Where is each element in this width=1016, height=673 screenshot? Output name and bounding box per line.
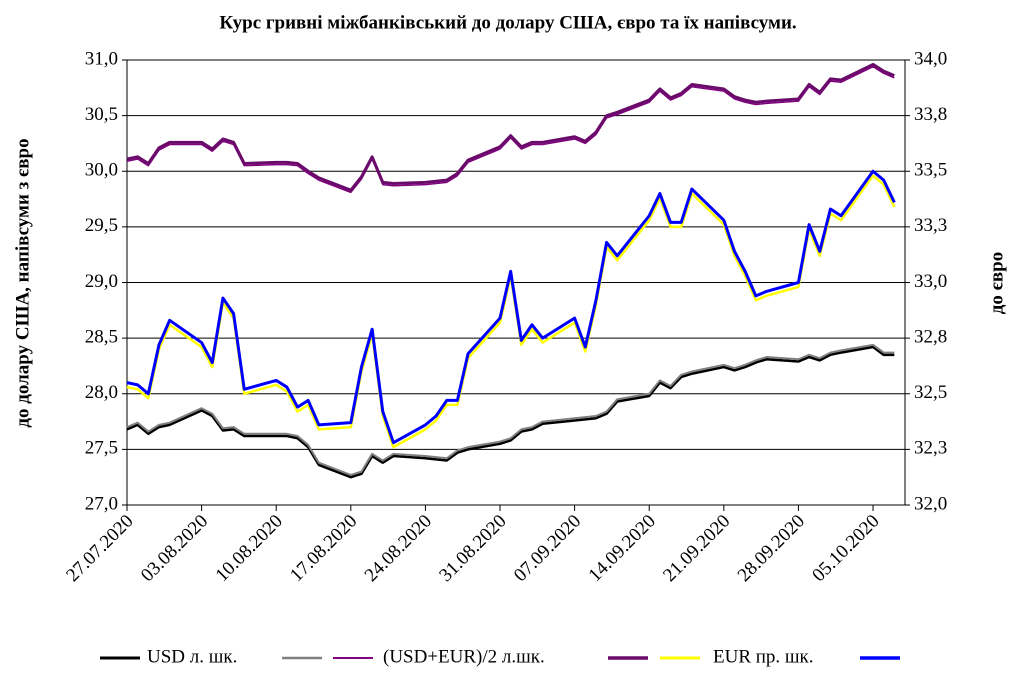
x-tick-label: 31.08.2020	[435, 511, 510, 586]
y2-tick-label: 34,0	[914, 48, 947, 69]
y2-tick-label: 33,0	[914, 271, 947, 292]
x-tick-label: 21.09.2020	[659, 511, 734, 586]
y-tick-label: 28,0	[85, 382, 118, 403]
y2-tick-label: 33,5	[914, 160, 947, 181]
series-line	[126, 174, 896, 449]
series-line	[126, 169, 896, 445]
series-line	[126, 345, 895, 479]
y2-axis-title: до євро	[986, 252, 1007, 314]
y2-tick-label: 32,3	[914, 438, 947, 459]
x-tick-label: 28.09.2020	[734, 511, 809, 586]
series-line	[126, 65, 895, 194]
chart-title: Курс гривні міжбанківський до долару США…	[219, 12, 796, 33]
series-line	[126, 343, 895, 476]
x-tick-label: 17.08.2020	[286, 511, 361, 586]
y2-tick-label: 32,8	[914, 326, 947, 347]
y-axis-title: до долару США, напівсуми з євро	[12, 138, 33, 427]
x-tick-label: 10.08.2020	[212, 511, 287, 586]
y2-tick-label: 32,5	[914, 382, 947, 403]
x-tick-label: 14.09.2020	[585, 511, 660, 586]
x-tick-label: 05.10.2020	[808, 511, 883, 586]
y-tick-label: 27,5	[85, 438, 118, 459]
y-tick-label: 30,0	[85, 160, 118, 181]
x-tick-label: 24.08.2020	[361, 511, 436, 586]
x-tick-label: 07.09.2020	[510, 511, 585, 586]
y-tick-label: 27,0	[85, 493, 118, 514]
legend-label: USD л. шк.	[147, 646, 237, 667]
legend-label: (USD+EUR)/2 л.шк.	[383, 646, 545, 667]
y-tick-label: 30,5	[85, 104, 118, 125]
y-tick-label: 29,5	[85, 215, 118, 236]
y-tick-label: 29,0	[85, 271, 118, 292]
y-tick-label: 31,0	[85, 48, 118, 69]
y2-tick-label: 33,3	[914, 215, 947, 236]
series-line	[126, 62, 895, 192]
x-tick-label: 03.08.2020	[137, 511, 212, 586]
legend-label: EUR пр. шк.	[713, 646, 814, 667]
y-tick-label: 28,5	[85, 326, 118, 347]
y2-tick-label: 32,0	[914, 493, 947, 514]
x-tick-label: 27.07.2020	[62, 511, 137, 586]
y2-tick-label: 33,8	[914, 104, 947, 125]
